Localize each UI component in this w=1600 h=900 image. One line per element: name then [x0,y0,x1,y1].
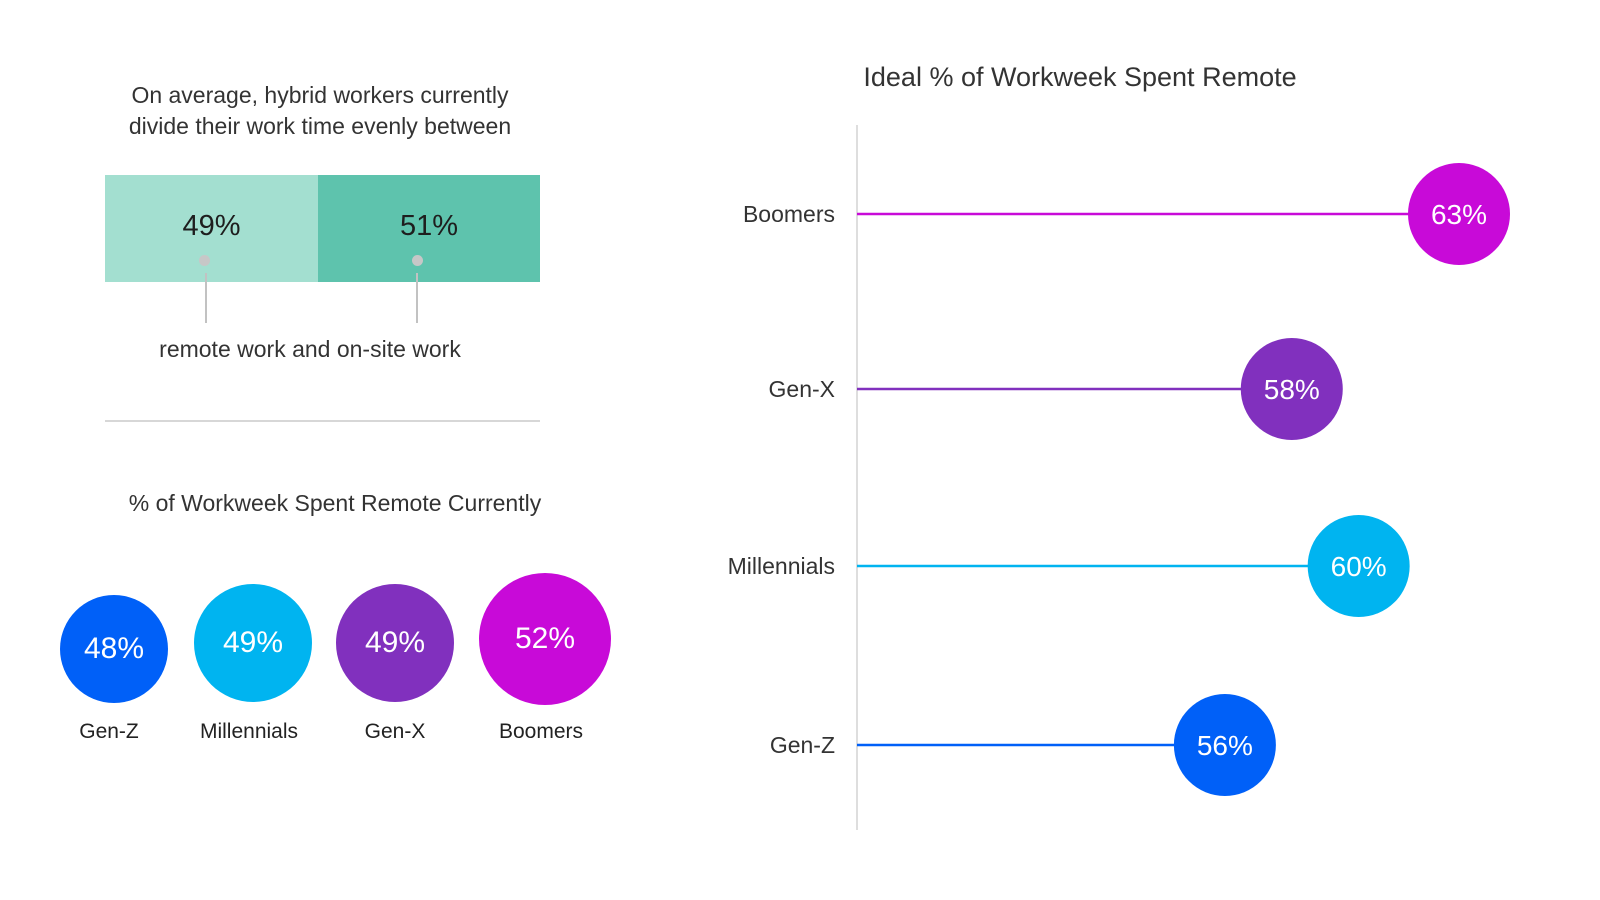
remote-pin-dot [199,255,210,266]
remote-segment: 49% [105,175,318,282]
bubble-label-millennials: Millennials [199,720,299,743]
bubble-label-gen-z: Gen-Z [79,720,139,743]
onsite-value: 51% [399,210,459,242]
ideal-marker-gen-z [1173,694,1276,796]
bubble-gen-z-value: 48% [83,632,145,665]
ideal-label-gen-z: Gen-Z [770,732,835,758]
ideal-value-boomers: 63% [1431,199,1487,230]
onsite-pin-dot [412,255,423,266]
work-split-bar: 49% 51% [105,175,540,282]
ideal-marker-boomers [1408,163,1510,265]
bubble-gen-x-value: 49% [364,626,426,659]
ideal-value-millennials: 60% [1331,551,1387,582]
remote-value: 49% [182,210,241,242]
split-caption: remote work and on-site work [159,336,461,362]
bubble-boomers-value: 52% [514,622,576,655]
bubble-boomers: 52% [479,573,611,705]
ideal-value-gen-z: 56% [1197,730,1253,761]
current-remote-title: % of Workweek Spent Remote Currently [128,490,542,516]
bubble-label-gen-x: Gen-X [364,720,426,743]
ideal-marker-gen-x [1240,338,1343,440]
split-intro: On average, hybrid workers currently div… [100,80,540,142]
bubble-label-boomers: Boomers [498,720,584,743]
onsite-segment: 51% [318,175,540,282]
remote-pin-line [205,273,207,323]
ideal-value-gen-x: 58% [1264,374,1320,405]
bubble-millennials: 49% [194,584,312,702]
split-intro-line-2: divide their work time evenly between [128,113,512,139]
bubble-millennials-value: 49% [222,626,284,659]
ideal-label-millennials: Millennials [728,553,835,579]
section-divider [105,420,540,422]
bubble-gen-z: 48% [60,595,168,703]
onsite-pin-line [416,273,418,323]
split-intro-line-1: On average, hybrid workers currently [131,82,509,108]
ideal-label-boomers: Boomers [743,201,835,227]
ideal-label-gen-x: Gen-X [769,376,835,402]
ideal-marker-millennials [1307,515,1410,617]
ideal-chart-title: Ideal % of Workweek Spent Remote [863,62,1297,92]
bubble-gen-x: 49% [336,584,454,702]
